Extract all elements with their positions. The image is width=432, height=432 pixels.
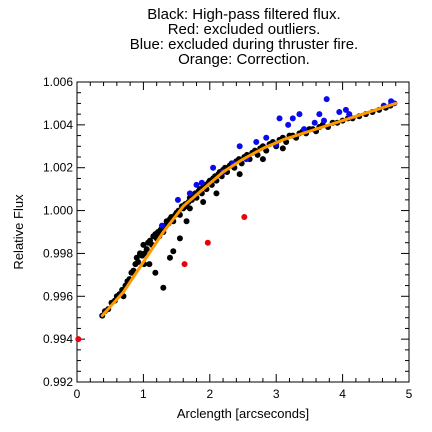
blue-point xyxy=(276,115,283,122)
blue-point xyxy=(186,190,193,197)
blue-point xyxy=(289,115,296,122)
plot-area: 0 1 2 3 4 5 0.992 0.994 0.996 0.998 1.000 1.002 1.00… xyxy=(43,75,413,401)
y-tick-label: 0.994 xyxy=(43,332,73,346)
y-tick-label: 1.002 xyxy=(43,161,73,175)
x-tick-label: 1 xyxy=(140,387,147,401)
black-point xyxy=(170,248,177,255)
blue-point xyxy=(321,117,328,124)
x-tick-label: 2 xyxy=(206,387,213,401)
black-point xyxy=(146,261,153,268)
title-line: Orange: Correction. xyxy=(178,51,310,68)
black-point xyxy=(186,205,193,212)
title-line: Red: excluded outliers. xyxy=(168,21,321,38)
blue-point xyxy=(253,139,260,145)
x-tick-label: 5 xyxy=(406,387,413,401)
blue-point xyxy=(236,143,243,150)
blue-point xyxy=(323,96,330,103)
black-point xyxy=(166,254,173,261)
blue-point xyxy=(174,196,181,203)
black-point xyxy=(143,246,150,253)
red-point xyxy=(181,261,188,268)
x-tick-label: 4 xyxy=(339,387,346,401)
blue-point xyxy=(158,222,165,229)
red-point xyxy=(204,239,211,246)
black-point xyxy=(183,218,190,225)
blue-point xyxy=(263,134,270,141)
blue-point xyxy=(285,121,292,128)
blue-point xyxy=(210,164,217,171)
y-tick-label: 0.998 xyxy=(43,246,73,260)
black-point xyxy=(259,156,266,163)
blue-point xyxy=(193,181,200,188)
y-tick-label: 1.000 xyxy=(43,204,73,218)
x-axis-label: Arclength [arcseconds] xyxy=(177,406,309,421)
black-point xyxy=(160,284,167,291)
plot-frame xyxy=(76,81,410,383)
y-tick-label: 0.992 xyxy=(43,375,73,389)
y-tick-label: 0.996 xyxy=(43,289,73,303)
black-point xyxy=(152,269,159,276)
red-point xyxy=(75,336,82,343)
y-axis-label: Relative Flux xyxy=(11,194,26,270)
blue-point xyxy=(301,126,308,133)
y-tick-label: 1.004 xyxy=(43,118,73,132)
red-point xyxy=(241,214,248,220)
chart-title: Black: High-pass filtered flux. Red: exc… xyxy=(130,6,358,68)
x-tick-label: 3 xyxy=(273,387,280,401)
blue-point xyxy=(198,179,205,186)
black-point xyxy=(200,199,207,205)
blue-point xyxy=(336,109,343,115)
black-point xyxy=(176,235,183,242)
black-point xyxy=(236,171,243,178)
y-tick-label: 1.006 xyxy=(43,75,73,89)
x-tick-label: 0 xyxy=(74,387,81,401)
black-point xyxy=(140,241,147,248)
title-line: Black: High-pass filtered flux. xyxy=(147,6,340,23)
black-point xyxy=(135,259,142,265)
blue-point xyxy=(346,111,353,118)
blue-point xyxy=(311,119,318,126)
blue-point xyxy=(316,111,323,118)
title-line: Blue: excluded during thruster fire. xyxy=(130,36,358,53)
correction-line xyxy=(100,101,398,318)
blue-point xyxy=(296,111,303,118)
black-point xyxy=(279,145,286,152)
black-point xyxy=(137,250,144,257)
blue-point xyxy=(342,106,349,113)
black-point xyxy=(213,190,220,197)
